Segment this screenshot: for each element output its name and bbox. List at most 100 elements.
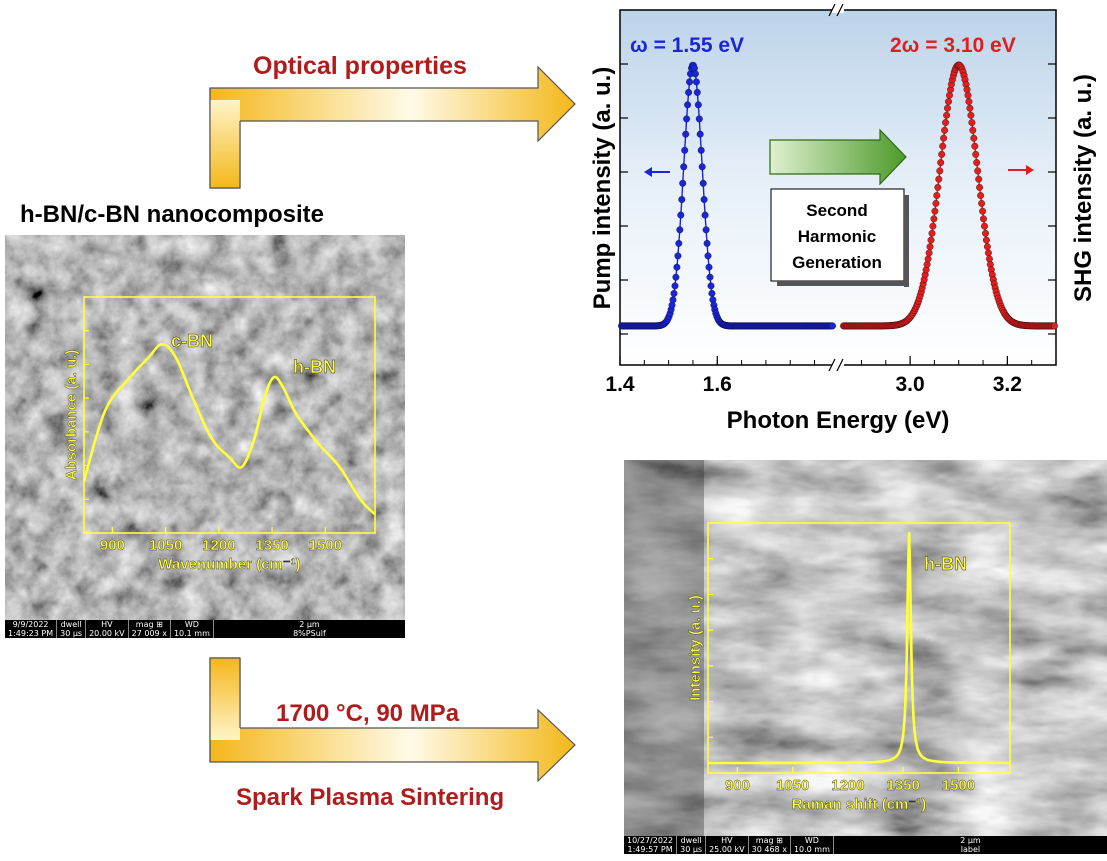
pump-data-point — [675, 239, 683, 247]
sem-left-mag-label: mag ⊞ — [135, 620, 163, 629]
shg-data-point — [943, 111, 951, 119]
raman-h-bn-peak-label: h-BN — [924, 554, 967, 574]
shg-data-point — [929, 222, 937, 230]
shg-data-point — [924, 255, 932, 263]
sem-left-wd-label: WD — [184, 620, 199, 629]
shg-energy-annotation: 2ω = 3.10 eV — [890, 34, 1016, 57]
sintering-method-label: Spark Plasma Sintering — [236, 784, 505, 811]
shg-box-line-3: Generation — [792, 253, 882, 272]
shg-data-point — [966, 104, 974, 112]
pump-data-point — [686, 78, 693, 86]
shg-data-point — [1051, 322, 1058, 330]
shg-data-point — [984, 249, 992, 257]
pump-data-point — [700, 196, 708, 203]
overlay-xtick-label: 1200 — [202, 537, 235, 554]
shg-data-point — [925, 249, 933, 257]
shg-data-point — [970, 134, 978, 142]
pump-data-point — [676, 226, 684, 234]
overlay-xtick-label: 1500 — [309, 537, 342, 554]
overlay-xtick-label: 1050 — [149, 537, 182, 554]
overlay-frame — [707, 522, 1011, 774]
sem-right-wd: 10.0 mm — [793, 845, 830, 854]
overlay-xtick-label: 1200 — [831, 777, 864, 794]
overlay-xaxis-label: Raman shift (cm⁻¹) — [792, 796, 927, 813]
shg-data-point — [983, 243, 991, 251]
pump-data-point — [680, 163, 688, 171]
sem-right-mag: 30 468 x — [751, 845, 787, 854]
shg-data-point — [939, 142, 947, 150]
sem-left-dwell-label: dwell — [60, 620, 82, 629]
sem-right-dwell-label: dwell — [680, 836, 702, 845]
pump-data-point — [829, 322, 836, 330]
pump-data-point — [672, 273, 680, 281]
shg-axis-break-mark — [828, 3, 836, 17]
overlay-xtick-label: 1350 — [887, 777, 920, 794]
shg-data-point — [926, 243, 934, 251]
overlay-xtick-label: 1500 — [942, 777, 975, 794]
shg-data-point — [977, 192, 985, 199]
pump-data-point — [701, 211, 709, 219]
sem-right-hv-label: HV — [721, 836, 733, 845]
shg-data-point — [978, 199, 986, 207]
shg-data-point — [931, 207, 939, 215]
sem-info-bar-left: 9/9/2022 1:49:23 PM dwell 30 µs HV 20.00 kV… — [5, 620, 405, 638]
top-arrow — [209, 65, 576, 189]
pump-data-point — [683, 115, 691, 123]
h-bn-peak-label: h-BN — [293, 357, 336, 377]
bottom-arrow — [209, 657, 576, 783]
pump-data-point — [697, 146, 705, 154]
shg-axis-break-gap — [832, 362, 844, 368]
shg-data-point — [935, 175, 943, 183]
pump-data-point — [682, 130, 690, 138]
shg-data-point — [932, 199, 940, 207]
shg-data-point — [982, 229, 989, 237]
pump-data-point — [684, 101, 692, 109]
pump-data-point — [681, 146, 689, 154]
pump-data-point — [671, 282, 679, 290]
sem-right-date: 10/27/2022 — [627, 836, 674, 845]
shg-data-point — [930, 215, 938, 223]
pump-energy-annotation: ω = 1.55 eV — [630, 34, 744, 57]
shg-xtick-label: 3.2 — [993, 373, 1022, 396]
pump-data-point — [696, 130, 704, 138]
sem-left-sample: 8%PSulf — [293, 629, 326, 638]
sem-image-right: 900 1050 1200 1350 1500 Raman shift (cm⁻¹) Int… — [624, 460, 1107, 836]
shg-data-point — [941, 126, 949, 134]
shg-data-point — [980, 215, 987, 223]
sem-right-sample: label — [960, 845, 981, 854]
shg-data-point — [944, 104, 951, 112]
sem-left-scale: 2 µm — [299, 620, 320, 629]
shg-data-point — [928, 229, 936, 237]
overlay-curve — [707, 531, 1011, 765]
shg-data-point — [936, 167, 944, 175]
shg-data-point — [938, 150, 946, 158]
sem-left-hv-label: HV — [101, 620, 113, 629]
shg-xtick-label: 1.4 — [605, 373, 635, 396]
shg-data-point — [974, 167, 982, 175]
pump-data-point — [699, 179, 707, 187]
shg-data-point — [942, 119, 950, 127]
shg-data-point — [979, 207, 987, 215]
sem-right-hv: 25.00 kV — [709, 845, 745, 854]
pump-data-point — [703, 239, 711, 247]
shg-data-point — [971, 142, 979, 150]
sintering-conditions-label: 1700 °C, 90 MPa — [276, 700, 460, 727]
pump-data-point — [692, 78, 700, 86]
shg-xtick-label: 1.6 — [703, 373, 732, 396]
shg-axis-break-mark — [836, 358, 844, 372]
shg-plot-frame — [619, 9, 1057, 366]
pump-data-point — [691, 70, 699, 78]
shg-xtick-label: 3.0 — [895, 373, 924, 396]
shg-axis-break-mark — [836, 3, 844, 17]
sem-left-dwell: 30 µs — [60, 629, 83, 638]
shg-data-point — [982, 236, 990, 244]
overlay-xaxis-label: Wavenumber (cm⁻¹) — [158, 556, 300, 573]
pump-data-point — [679, 179, 687, 187]
pump-axis-arrowhead — [644, 167, 652, 177]
shg-chart: 1.4 1.6 3.0 3.2 ω = 1.55 eV 2ω = 3.10 eV Photo… — [590, 3, 1097, 434]
sem-left-hv: 20.00 kV — [89, 629, 125, 638]
shg-left-yaxis-label: Pump intensity (a. u.) — [590, 67, 616, 310]
overlay-xtick-label: 900 — [100, 537, 125, 554]
pump-data-point — [705, 263, 713, 271]
pump-data-point — [698, 163, 706, 171]
